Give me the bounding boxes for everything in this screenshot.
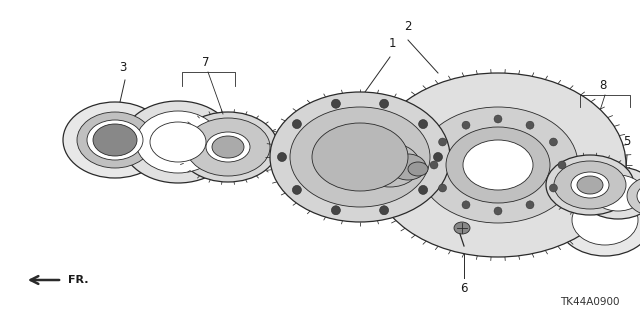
Ellipse shape (122, 101, 234, 183)
Text: 6: 6 (460, 282, 468, 295)
Ellipse shape (77, 112, 153, 168)
Ellipse shape (93, 124, 137, 156)
Ellipse shape (454, 222, 470, 234)
Ellipse shape (418, 107, 578, 223)
Circle shape (438, 138, 447, 146)
Circle shape (332, 99, 340, 108)
Circle shape (494, 115, 502, 123)
Text: 7: 7 (202, 56, 210, 69)
Polygon shape (627, 176, 640, 216)
Ellipse shape (150, 122, 206, 162)
Circle shape (419, 120, 428, 129)
Ellipse shape (312, 123, 408, 191)
Ellipse shape (370, 73, 626, 257)
Circle shape (380, 206, 388, 215)
Circle shape (558, 161, 566, 169)
Circle shape (462, 201, 470, 209)
Circle shape (278, 152, 287, 161)
Text: 5: 5 (623, 135, 630, 148)
Text: 2: 2 (404, 20, 412, 33)
Ellipse shape (463, 140, 533, 190)
Ellipse shape (186, 118, 270, 176)
Ellipse shape (446, 127, 550, 203)
Ellipse shape (557, 184, 640, 256)
Ellipse shape (554, 161, 626, 209)
Ellipse shape (290, 107, 430, 207)
Ellipse shape (577, 176, 603, 194)
Ellipse shape (571, 172, 609, 198)
Text: 8: 8 (599, 79, 607, 92)
Circle shape (494, 207, 502, 215)
Ellipse shape (87, 120, 143, 160)
Ellipse shape (206, 132, 250, 162)
Ellipse shape (592, 175, 640, 211)
Circle shape (292, 185, 301, 194)
Circle shape (433, 152, 442, 161)
Ellipse shape (408, 162, 428, 176)
Circle shape (380, 99, 388, 108)
Circle shape (419, 185, 428, 194)
Ellipse shape (63, 102, 167, 178)
Ellipse shape (546, 155, 634, 215)
Text: FR.: FR. (68, 275, 88, 285)
Ellipse shape (580, 167, 640, 219)
Text: 1: 1 (388, 37, 396, 50)
Text: 3: 3 (119, 61, 127, 74)
Ellipse shape (178, 112, 278, 182)
Ellipse shape (572, 195, 638, 245)
Circle shape (526, 121, 534, 129)
Circle shape (438, 184, 447, 192)
Ellipse shape (360, 143, 420, 187)
Circle shape (549, 184, 557, 192)
Circle shape (549, 138, 557, 146)
Circle shape (430, 161, 438, 169)
Circle shape (292, 120, 301, 129)
Circle shape (526, 201, 534, 209)
Ellipse shape (390, 154, 426, 180)
Ellipse shape (212, 136, 244, 158)
Ellipse shape (136, 111, 220, 173)
Circle shape (332, 206, 340, 215)
Text: TK44A0900: TK44A0900 (560, 297, 620, 307)
Ellipse shape (270, 92, 450, 222)
Circle shape (462, 121, 470, 129)
